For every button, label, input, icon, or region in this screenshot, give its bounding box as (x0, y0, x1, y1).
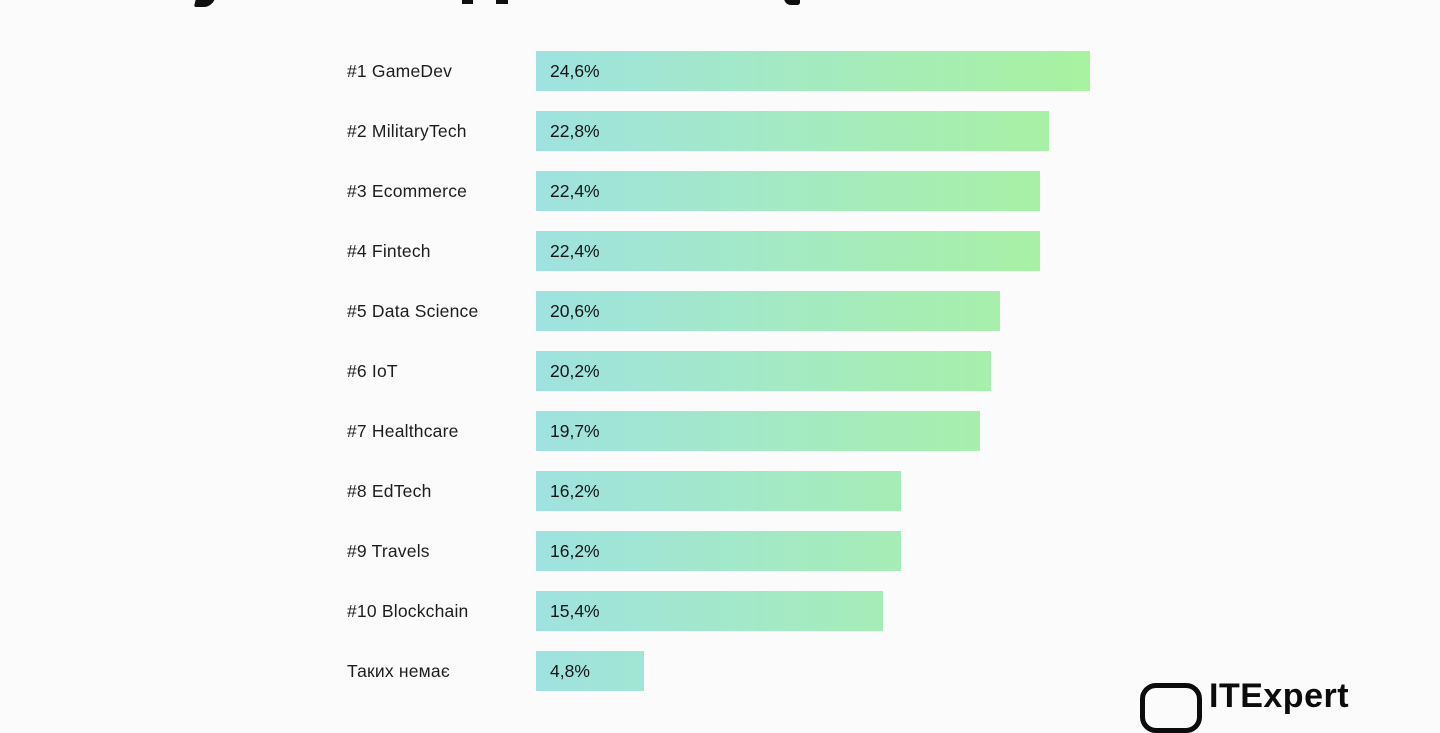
bar: 15,4% (536, 591, 883, 631)
category-label: #6 IoT (347, 360, 398, 381)
bar: 4,8% (536, 651, 644, 691)
bar: 20,6% (536, 291, 1000, 331)
chart-row: #4 Fintech 22,4% (347, 231, 1090, 271)
value-label: 22,4% (550, 180, 600, 201)
chart-row: #7 Healthcare 19,7% (347, 411, 1090, 451)
category-label: #2 MilitaryTech (347, 120, 467, 141)
logo-text: ITExpert (1209, 677, 1350, 715)
cropped-title-fragment (462, 0, 473, 4)
bar: 20,2% (536, 351, 991, 391)
bar-chart: #1 GameDev 24,6% #2 MilitaryTech 22,8% #3 Ec… (347, 51, 1090, 711)
value-label: 19,7% (550, 420, 600, 441)
chart-row: #2 MilitaryTech 22,8% (347, 111, 1090, 151)
chart-row: #9 Travels 16,2% (347, 531, 1090, 571)
value-label: 4,8% (550, 660, 590, 681)
bar: 22,4% (536, 231, 1040, 271)
value-label: 16,2% (550, 540, 600, 561)
category-label: #4 Fintech (347, 240, 431, 261)
cropped-title-fragment (496, 0, 508, 4)
value-label: 16,2% (550, 480, 600, 501)
chart-row: #3 Ecommerce 22,4% (347, 171, 1090, 211)
chart-row: #10 Blockchain 15,4% (347, 591, 1090, 631)
chart-row: #6 IoT 20,2% (347, 351, 1090, 391)
chart-row: #5 Data Science 20,6% (347, 291, 1090, 331)
value-label: 20,6% (550, 300, 600, 321)
cropped-title-fragment (193, 0, 216, 7)
bar: 22,8% (536, 111, 1049, 151)
chat-square-icon (1140, 683, 1202, 733)
category-label: #7 Healthcare (347, 420, 459, 441)
value-label: 24,6% (550, 60, 600, 81)
chart-row: #8 EdTech 16,2% (347, 471, 1090, 511)
value-label: 20,2% (550, 360, 600, 381)
bar: 16,2% (536, 531, 901, 571)
cropped-title (0, 0, 1440, 10)
category-label: Таких немає (347, 660, 450, 681)
value-label: 22,8% (550, 120, 600, 141)
category-label: #10 Blockchain (347, 600, 469, 621)
category-label: #9 Travels (347, 540, 430, 561)
category-label: #8 EdTech (347, 480, 432, 501)
value-label: 15,4% (550, 600, 600, 621)
category-label: #1 GameDev (347, 60, 453, 81)
chart-row: #1 GameDev 24,6% (347, 51, 1090, 91)
chart-row: Таких немає 4,8% (347, 651, 1090, 691)
category-label: #5 Data Science (347, 300, 479, 321)
bar: 22,4% (536, 171, 1040, 211)
value-label: 22,4% (550, 240, 600, 261)
cropped-title-fragment (784, 0, 800, 5)
bar: 19,7% (536, 411, 980, 451)
category-label: #3 Ecommerce (347, 180, 468, 201)
bar: 24,6% (536, 51, 1090, 91)
bar: 16,2% (536, 471, 901, 511)
itexpert-logo: ITExpert (1140, 677, 1349, 733)
